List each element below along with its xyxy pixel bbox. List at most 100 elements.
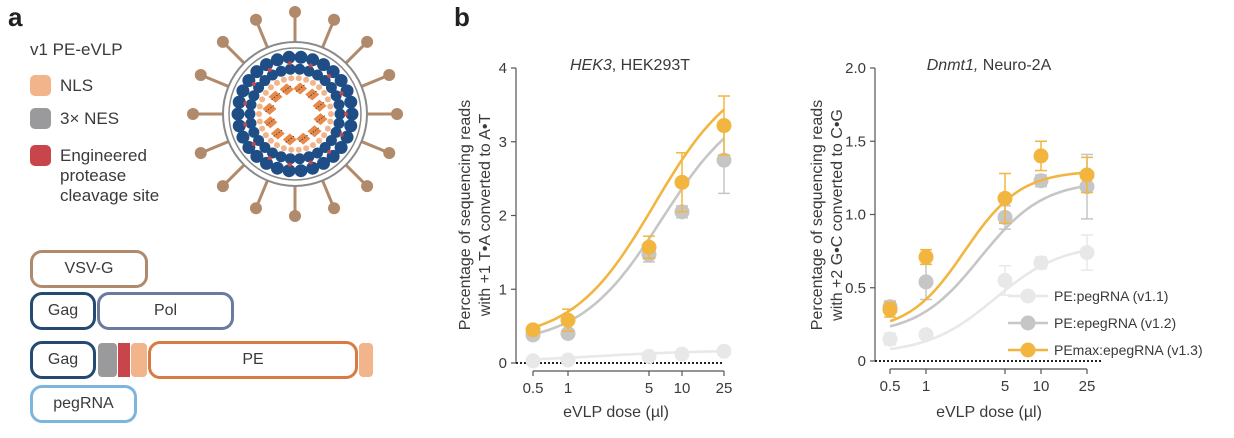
gag-outer-bead xyxy=(317,156,330,170)
gag-outer-bead xyxy=(340,84,354,98)
pegrna-strand xyxy=(295,84,306,92)
pegrna-strand xyxy=(265,104,275,113)
gag-inner-bead xyxy=(294,153,306,165)
gag-outer-bead xyxy=(250,149,264,163)
gag-label-2: Gag xyxy=(47,351,79,368)
gag-outer-bead xyxy=(306,53,320,67)
gag-outer-bead xyxy=(294,164,308,178)
y-tick-label: 4 xyxy=(499,60,507,77)
nls-bead xyxy=(316,137,323,144)
spike-head xyxy=(216,35,229,48)
gag-outer-bead xyxy=(317,58,330,72)
spike-head xyxy=(194,68,207,81)
cleavage-dot xyxy=(327,149,332,154)
y-tick-label: 1.0 xyxy=(845,207,866,224)
gag-inner-bead xyxy=(330,126,342,138)
pegrna-strand xyxy=(310,126,320,135)
x-tick-label: 0.5 xyxy=(523,380,544,397)
pegrna-strand xyxy=(307,90,318,98)
nls-bead xyxy=(256,118,263,125)
gag-construct-1: Gag xyxy=(30,292,96,330)
data-point-1 xyxy=(716,152,732,168)
pol-construct: Pol xyxy=(97,292,234,330)
pegrna-strand xyxy=(266,117,276,126)
data-point-0 xyxy=(674,346,690,362)
nls-bead xyxy=(267,84,274,91)
x-tick-label: 25 xyxy=(1079,378,1096,395)
data-point-0 xyxy=(641,348,657,364)
gag-inner-bead xyxy=(275,65,287,77)
gag-outer-bead xyxy=(334,73,348,87)
cleavage-dot xyxy=(287,61,292,66)
cleavage-dot xyxy=(267,156,272,161)
legend-label-2: PEmax:epegRNA (v1.3) xyxy=(1054,342,1203,358)
data-point-0 xyxy=(560,352,576,368)
gag-outer-bead xyxy=(236,130,250,144)
data-point-0 xyxy=(1079,245,1095,261)
data-point-2 xyxy=(641,239,657,255)
x-tick-label: 1 xyxy=(564,380,572,397)
spike-head xyxy=(194,147,207,160)
legend-marker-1 xyxy=(1020,315,1036,331)
gag-inner-bead xyxy=(319,75,331,87)
y-tick-label: 0 xyxy=(858,353,866,370)
x-tick-label: 10 xyxy=(1033,378,1050,395)
gag-outer-bead xyxy=(270,53,284,67)
gag-outer-bead xyxy=(232,119,246,133)
data-point-2 xyxy=(525,322,541,338)
pe-construct: PE xyxy=(148,341,358,379)
legend-marker-2 xyxy=(1020,342,1036,358)
y-tick-label: 0.5 xyxy=(845,280,866,297)
x-tick-label: 5 xyxy=(645,380,653,397)
cleavage-dot xyxy=(251,82,256,87)
chart2-title-rest: Neuro-2A xyxy=(978,57,1051,74)
data-point-2 xyxy=(674,174,690,190)
pegrna-strand xyxy=(271,92,281,101)
y-tick-label: 1.5 xyxy=(845,133,866,150)
data-point-0 xyxy=(882,331,898,347)
gag-outer-bead xyxy=(334,141,348,155)
nls-bead xyxy=(327,103,334,110)
cleavage-label-line3: cleavage site xyxy=(60,186,160,205)
gag-inner-bead xyxy=(248,90,260,102)
cleavage-dot xyxy=(308,63,313,68)
nls-bead xyxy=(328,111,334,117)
spike-head xyxy=(391,108,403,120)
panel-a-letter: a xyxy=(8,2,23,32)
data-point-2 xyxy=(560,312,576,328)
data-point-0 xyxy=(525,353,541,369)
gag-outer-bead xyxy=(306,161,320,175)
spike-stem xyxy=(360,140,388,154)
gag-inner-bead xyxy=(244,108,256,120)
particle-title: v1 PE-eVLP xyxy=(30,40,123,59)
chart1-title-italic: HEK3 xyxy=(570,57,612,74)
nls-bead xyxy=(303,145,310,152)
data-point-0 xyxy=(997,272,1013,288)
gag-inner-bead xyxy=(319,141,331,153)
nls-bead xyxy=(256,103,263,110)
x-tick-label: 0.5 xyxy=(880,378,901,395)
pegrna-strand xyxy=(315,101,325,110)
spike-stem xyxy=(321,21,335,49)
spike-head xyxy=(328,13,341,26)
x-tick-label: 25 xyxy=(716,380,733,397)
nls-bead xyxy=(288,146,295,153)
gag-inner-bead xyxy=(334,108,346,120)
gag-outer-bead xyxy=(344,119,358,133)
nls-bead xyxy=(280,145,287,152)
chart2-title-italic: Dnmt1, xyxy=(927,57,979,74)
gag-inner-bead xyxy=(303,65,315,77)
cleavage-dot xyxy=(267,67,272,72)
cleavage-dot xyxy=(287,162,292,167)
chart2-xlabel: eVLP dose (µl) xyxy=(936,404,1042,421)
nls-segment-left xyxy=(131,343,147,377)
spike-head xyxy=(249,13,262,26)
gag-inner-bead xyxy=(312,69,323,81)
gag-inner-bead xyxy=(325,134,337,146)
spike-stem xyxy=(360,74,388,88)
gag-construct-2: Gag xyxy=(30,341,96,379)
spike-head xyxy=(383,68,396,81)
chart2-ylabel-line1: Percentage of sequencing reads xyxy=(809,100,826,330)
